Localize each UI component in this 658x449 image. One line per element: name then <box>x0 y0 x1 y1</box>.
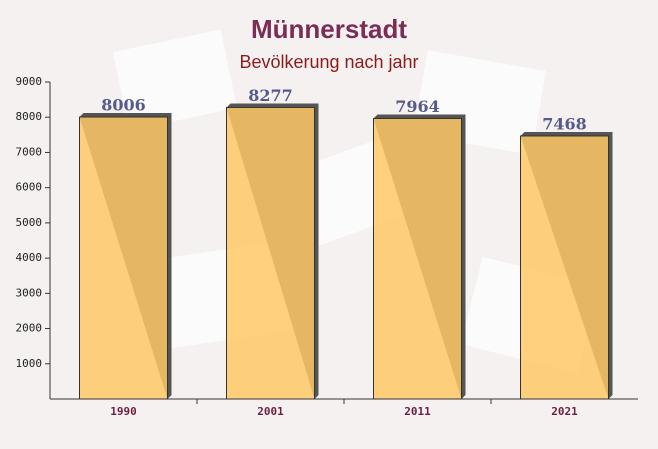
bar <box>373 117 462 400</box>
bar <box>226 106 315 400</box>
x-tick-label: 1990 <box>110 405 137 418</box>
chart-title: Münnerstadt <box>251 14 407 44</box>
y-tick-label: 4000 <box>16 251 43 264</box>
chart-subtitle: Bevölkerung nach jahr <box>239 52 418 72</box>
y-tick-label: 3000 <box>16 286 43 299</box>
y-tick-label: 6000 <box>16 181 43 194</box>
y-tick-label: 2000 <box>16 322 43 335</box>
x-tick-label: 2011 <box>404 405 431 418</box>
value-label: 7964 <box>395 97 440 116</box>
x-tick-label: 2021 <box>551 405 578 418</box>
y-tick-label: 8000 <box>16 110 43 123</box>
value-label: 8006 <box>101 96 146 115</box>
y-tick-label: 9000 <box>16 75 43 88</box>
value-label: 7468 <box>542 114 587 133</box>
value-label: 8277 <box>248 86 293 105</box>
y-tick-label: 7000 <box>16 145 43 158</box>
y-tick-label: 5000 <box>16 216 43 229</box>
bar <box>79 116 168 400</box>
bar <box>520 135 609 400</box>
x-tick-label: 2001 <box>257 405 284 418</box>
y-tick-label: 1000 <box>16 357 43 370</box>
